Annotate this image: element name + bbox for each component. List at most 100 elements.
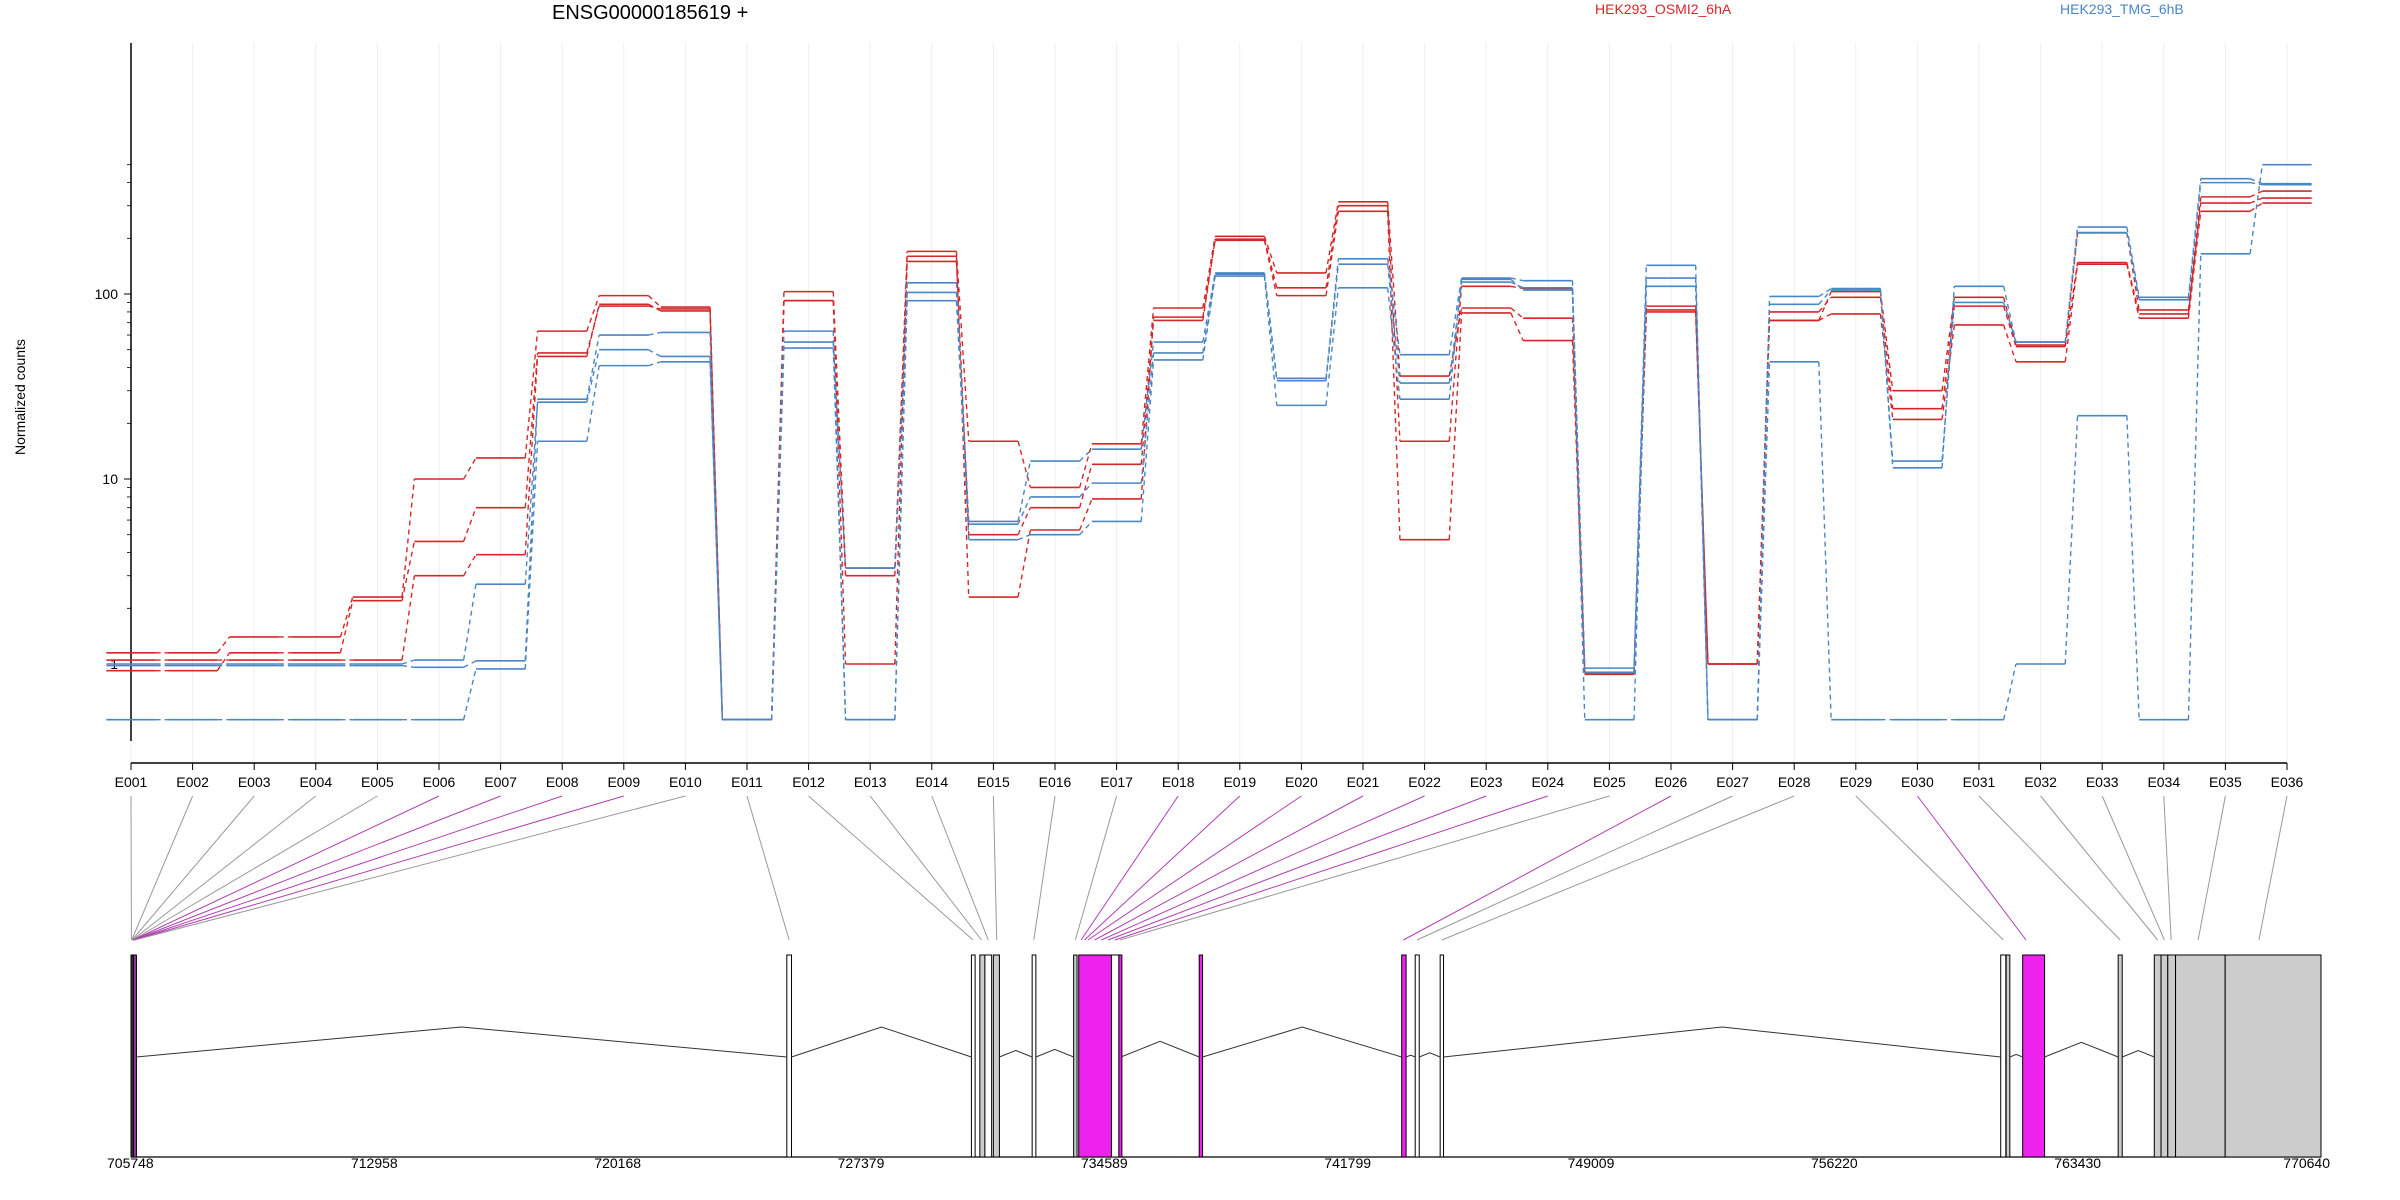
x-tick-label-e018: E018: [1162, 774, 1195, 790]
exon-block-e032: [2153, 954, 2162, 1158]
series-link: [1017, 529, 1032, 598]
series-link: [2064, 262, 2079, 347]
series-link: [524, 402, 539, 585]
coordinate-label: 712958: [351, 1155, 398, 1171]
series-link: [1079, 482, 1093, 498]
series-link: [2249, 197, 2263, 204]
exon-block-e030: [2022, 954, 2046, 1158]
series-line: [106, 177, 2312, 721]
x-tick-label-e024: E024: [1531, 774, 1564, 790]
x-tick-label-e006: E006: [423, 774, 456, 790]
series-link: [1325, 258, 1340, 379]
series-link: [2002, 324, 2017, 363]
y-tick-label: 10: [102, 471, 118, 487]
intron-line: [791, 1026, 972, 1058]
series-link: [1756, 311, 1771, 665]
series-link: [401, 541, 416, 601]
series-link: [1879, 288, 1894, 468]
series-link: [586, 305, 600, 354]
series-link: [1140, 317, 1155, 500]
exon-block-e024: [1198, 954, 1204, 1158]
x-tick-label-e017: E017: [1100, 774, 1133, 790]
coordinate-label: 727379: [838, 1155, 885, 1171]
coordinate-label: 720168: [594, 1155, 641, 1171]
series-link: [2187, 178, 2202, 298]
series-line: [106, 181, 2312, 721]
series-link: [2002, 663, 2017, 720]
exon-block-e026: [1414, 954, 1420, 1158]
coordinate-label: 756220: [1811, 1155, 1858, 1171]
series-link: [1386, 211, 1401, 540]
connector-e004: [132, 795, 317, 941]
series-link: [770, 331, 785, 720]
x-tick-label-e004: E004: [299, 774, 332, 790]
series-line: [106, 190, 2312, 721]
x-tick-label-e014: E014: [915, 774, 948, 790]
series-link: [401, 659, 415, 665]
series-link: [1325, 205, 1340, 288]
series-link: [463, 554, 477, 577]
connector-e021: [1094, 795, 1364, 941]
series-link: [524, 399, 539, 661]
exon-block-e034: [2167, 954, 2177, 1158]
x-tick-label-e013: E013: [854, 774, 887, 790]
x-tick-label-e022: E022: [1408, 774, 1441, 790]
exon-block-e002-e010: [132, 954, 137, 1158]
series-link: [1017, 534, 1031, 541]
connector-e014: [931, 795, 989, 941]
series-link: [1263, 276, 1278, 406]
series-link: [955, 282, 970, 522]
series-link: [1879, 291, 1894, 391]
series-link: [524, 356, 539, 555]
series-link: [1448, 286, 1463, 442]
x-tick-label-e033: E033: [2086, 774, 2119, 790]
series-link: [1202, 239, 1216, 321]
series-link: [524, 352, 539, 508]
intron-line: [999, 1049, 1033, 1058]
series-link: [955, 251, 970, 442]
connector-e010: [134, 795, 686, 941]
series-link: [1386, 287, 1401, 400]
series-link: [1140, 341, 1155, 450]
x-tick-label-e003: E003: [238, 774, 271, 790]
series-link: [1017, 507, 1031, 535]
x-tick-label-e008: E008: [546, 774, 579, 790]
series-link: [1325, 211, 1340, 296]
connector-e002: [131, 795, 194, 941]
series-link: [832, 300, 847, 576]
series-line: [106, 197, 2312, 721]
genomic-coordinate-axis: 705748 712958 720168 727379 734589 741799 7490…: [107, 1155, 2330, 1171]
series-lines: [106, 163, 2312, 721]
exon-block-e029: [2005, 954, 2011, 1158]
coordinate-label: 770640: [2283, 1155, 2330, 1171]
exon-block-e011: [786, 954, 793, 1158]
x-tick-label-e026: E026: [1655, 774, 1688, 790]
gene-model: [130, 954, 2322, 1158]
series-link: [647, 295, 662, 308]
exon-block-e012: [970, 954, 976, 1158]
connector-e019: [1084, 795, 1241, 941]
x-tick-label-e021: E021: [1347, 774, 1380, 790]
series-link: [2126, 226, 2140, 298]
series-link: [216, 636, 231, 654]
series-link: [586, 334, 600, 400]
coordinate-label: 763430: [2054, 1155, 2101, 1171]
series-link: [1079, 520, 1093, 536]
exon-block-e028: [2000, 954, 2007, 1158]
intron-line: [2122, 1050, 2155, 1058]
connector-e011: [746, 795, 790, 941]
series-link: [1756, 361, 1771, 720]
x-axis: E001 E002 E003 E004 E005 E006 E007 E008 E009 E010…: [115, 762, 2304, 790]
series-link: [1510, 278, 1524, 291]
series-link: [1017, 460, 1032, 522]
series-link: [648, 361, 661, 367]
series-link: [709, 356, 724, 720]
series-link: [1386, 258, 1401, 355]
x-tick-label-e016: E016: [1039, 774, 1072, 790]
series-link: [1448, 281, 1463, 384]
series-link: [1818, 289, 1832, 305]
x-tick-label-e027: E027: [1716, 774, 1749, 790]
series-link: [1756, 296, 1771, 720]
connector-e033: [2101, 795, 2165, 941]
series-link: [2249, 178, 2263, 185]
